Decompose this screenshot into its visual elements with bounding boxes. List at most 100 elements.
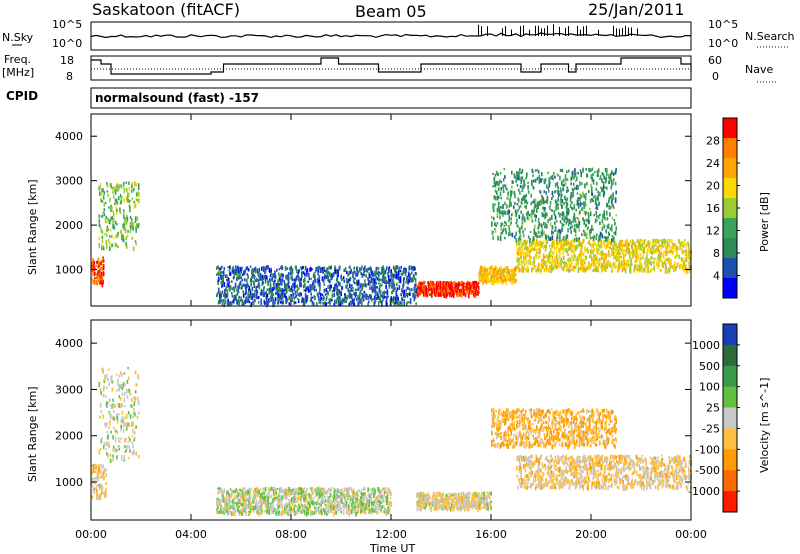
power-cell-5	[494, 203, 496, 206]
power-cell-4	[635, 259, 637, 263]
power-cell-6	[222, 272, 225, 276]
power-cell-5	[604, 237, 607, 242]
power-cell-6	[286, 267, 289, 270]
power-cell-4	[605, 254, 607, 257]
power-cell-0	[101, 282, 104, 288]
power-cell-1	[99, 182, 102, 186]
power-cell-6	[401, 298, 404, 302]
power-cell-4	[537, 247, 540, 250]
velocity-cell-1	[134, 390, 137, 394]
power-cell-6	[257, 295, 260, 299]
power-cell-5	[519, 167, 521, 172]
power-cell-5	[577, 218, 580, 223]
power-cell-6	[251, 275, 254, 279]
power-cell-4	[529, 260, 532, 265]
power-cell-6	[407, 293, 410, 296]
power-cell-4	[641, 264, 643, 268]
power-cell-5	[574, 173, 576, 178]
velocity-cell-1	[116, 389, 118, 392]
power-cell-1	[133, 200, 136, 204]
velocity-cell-2	[426, 497, 429, 501]
power-cell-1	[116, 202, 119, 205]
power-cell-5	[569, 219, 571, 225]
power-cell-4	[569, 269, 571, 273]
power-cell-6	[387, 275, 390, 279]
velocity-cell-2	[434, 495, 436, 499]
velocity-cell-2	[422, 502, 425, 507]
power-cell-6	[400, 265, 402, 269]
power-cell-5	[592, 236, 595, 241]
power-cell-4	[568, 246, 571, 251]
power-cell-4	[646, 250, 649, 255]
velocity-cell-3	[492, 439, 494, 443]
power-cell-3	[496, 271, 499, 275]
power-cell-4	[677, 262, 679, 265]
power-cell-5	[539, 190, 542, 195]
power-cell-1	[116, 223, 118, 226]
power-cell-4	[571, 240, 573, 243]
power-cell-3	[499, 275, 502, 280]
power-cell-4	[601, 250, 604, 255]
power-cell-4	[680, 242, 682, 247]
power-cell-5	[520, 210, 522, 214]
power-cell-4	[571, 248, 573, 253]
power-cell-2	[473, 286, 476, 290]
power-cell-5	[516, 218, 518, 222]
power-cell-6	[388, 266, 391, 270]
power-cell-6	[281, 265, 283, 268]
power-cell-5	[552, 172, 555, 176]
power-cell-4	[593, 248, 596, 251]
power-cell-4	[614, 248, 617, 252]
power-cell-4	[600, 239, 602, 242]
velocity-cell-2	[444, 503, 446, 508]
velocity-cell-2	[460, 493, 462, 499]
velocity-cell-1	[124, 450, 126, 454]
power-cell-6	[304, 277, 306, 282]
power-cell-6	[401, 273, 404, 276]
power-cell-6	[384, 276, 387, 282]
power-cell-6	[221, 285, 223, 289]
power-cell-6	[298, 269, 301, 272]
velocity-cell-2	[436, 493, 438, 498]
power-cell-4	[666, 269, 669, 274]
power-cell-6	[387, 281, 389, 284]
power-cell-5	[553, 211, 556, 216]
power-cell-6	[295, 285, 297, 288]
power-cell-6	[384, 280, 386, 284]
power-cell-6	[380, 272, 382, 275]
power-cell-6	[254, 266, 257, 269]
power-cell-4	[517, 253, 520, 256]
power-cell-3	[484, 272, 486, 277]
power-cell-5	[552, 195, 554, 198]
power-cell-1	[125, 242, 127, 247]
power-cell-4	[556, 240, 559, 245]
power-cell-4	[542, 253, 545, 259]
power-cell-5	[587, 189, 590, 194]
power-cell-4	[525, 269, 527, 273]
power-cell-4	[545, 267, 547, 273]
power-cell-6	[343, 268, 346, 272]
power-cell-4	[657, 246, 659, 252]
power-cell-5	[519, 227, 521, 231]
power-cell-5	[527, 181, 529, 185]
power-cell-4	[642, 254, 644, 260]
power-cell-6	[216, 266, 218, 270]
power-cell-6	[251, 296, 254, 300]
velocity-cell-1	[126, 388, 128, 394]
power-cell-1	[115, 206, 117, 209]
velocity-cell-1	[104, 377, 106, 382]
power-cell-1	[131, 189, 133, 193]
power-cell-6	[337, 272, 339, 277]
power-cell-3	[494, 276, 497, 279]
velocity-cell-1	[132, 449, 135, 454]
power-cell-4	[592, 269, 594, 273]
power-cell-6	[318, 291, 321, 295]
power-cell-4	[607, 241, 610, 245]
power-cell-6	[361, 265, 363, 269]
power-cell-6	[264, 301, 266, 305]
power-cell-5	[577, 202, 580, 207]
power-cell-5	[574, 168, 576, 173]
velocity-cell-1	[135, 451, 137, 456]
velocity-cell-1	[135, 425, 137, 429]
power-cell-4	[654, 243, 657, 247]
